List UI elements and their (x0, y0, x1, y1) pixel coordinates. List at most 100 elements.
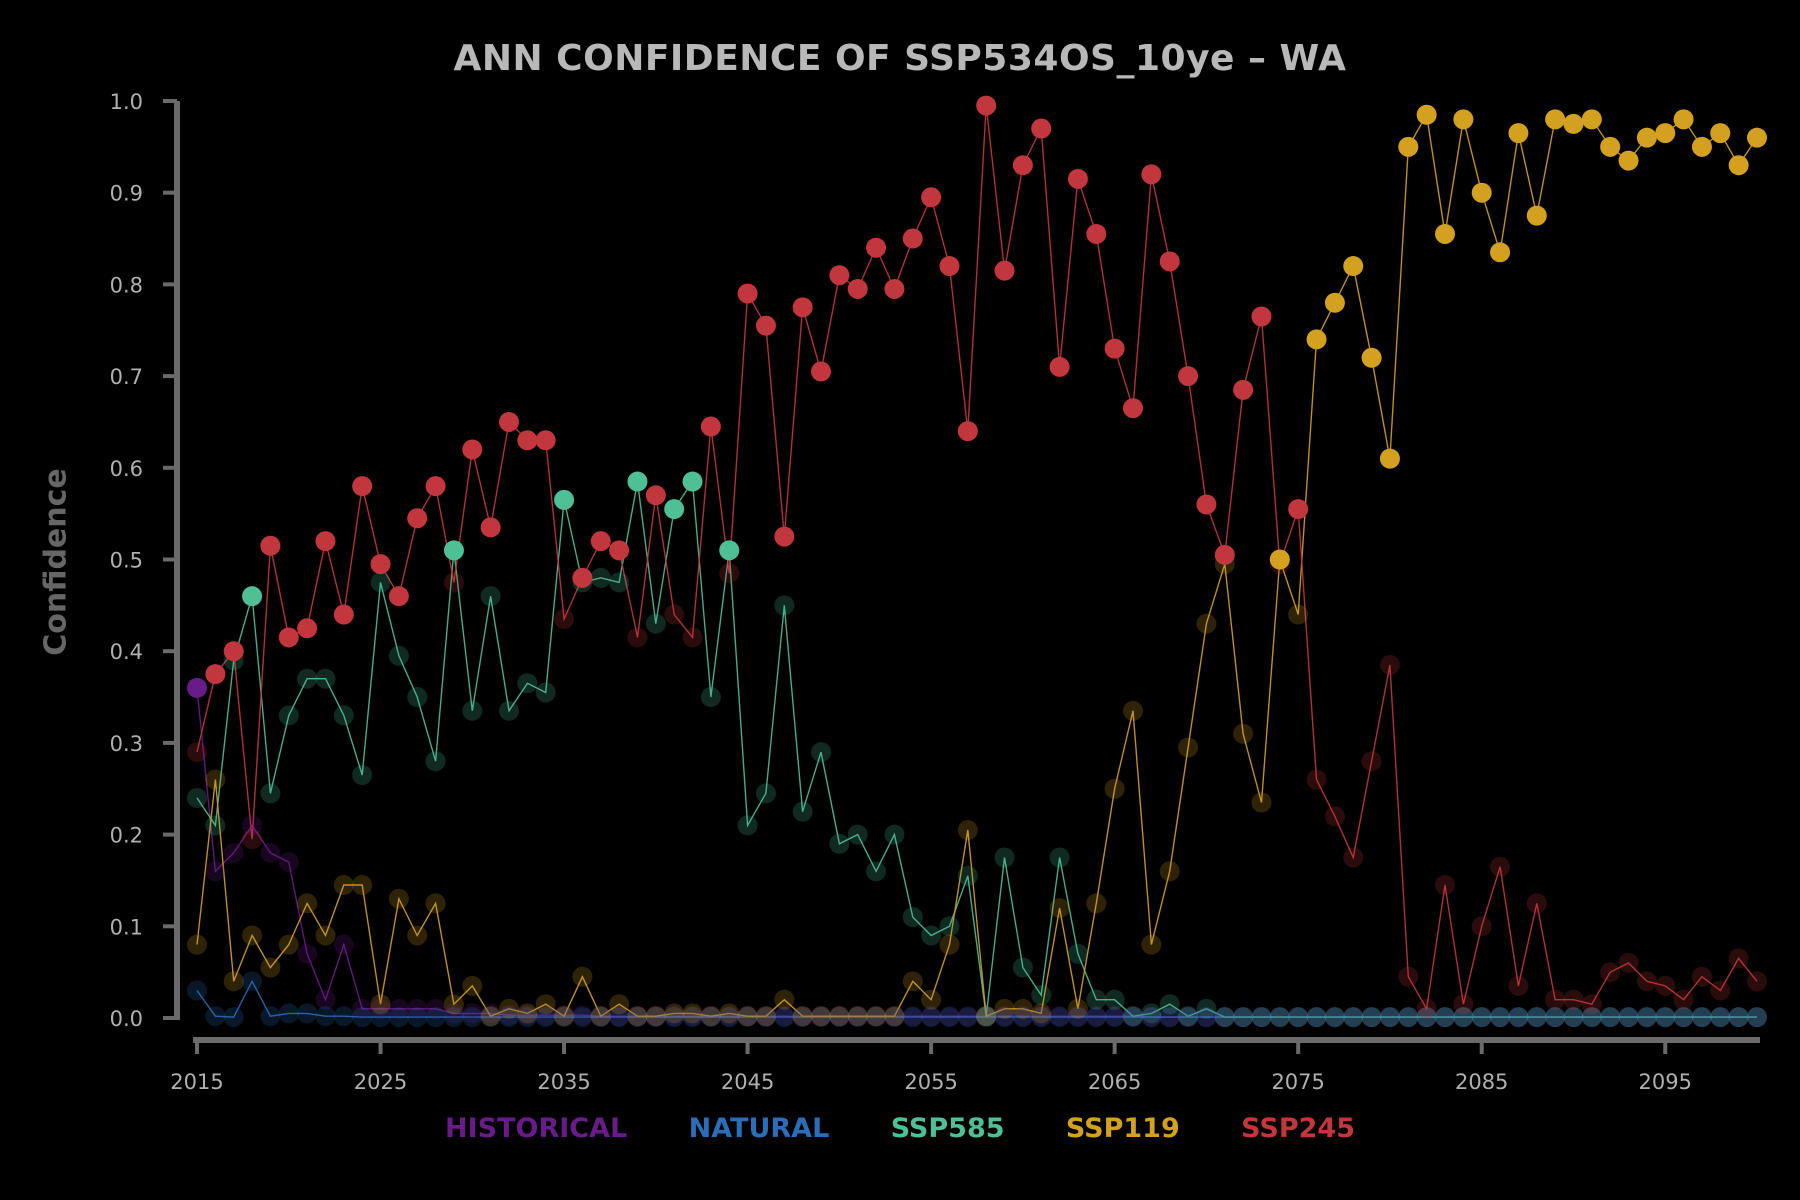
data-point-ssp119 (1710, 123, 1731, 144)
data-point-ssp585 (315, 668, 336, 689)
data-point-ssp585 (884, 824, 905, 845)
data-point-historical (1306, 1007, 1327, 1028)
data-point-ssp119 (1086, 893, 1107, 914)
data-point-natural (866, 1007, 887, 1028)
data-point-ssp585 (1214, 1007, 1235, 1028)
data-point-ssp245 (352, 476, 373, 497)
data-point-ssp245 (829, 265, 850, 286)
y-tick-label: 0.2 (110, 824, 143, 848)
data-point-natural (1490, 1007, 1511, 1028)
data-point-historical (792, 1006, 813, 1027)
data-point-natural (407, 1007, 428, 1028)
data-point-historical (1196, 1007, 1217, 1028)
data-point-ssp585 (554, 489, 575, 510)
data-point-ssp585 (792, 801, 813, 822)
data-point-natural (774, 1007, 795, 1028)
data-point-historical (1655, 1007, 1676, 1028)
data-point-historical (645, 1006, 666, 1027)
data-point-natural (1012, 1007, 1033, 1028)
data-point-ssp245 (554, 609, 575, 630)
data-point-natural (645, 1007, 666, 1028)
data-point-ssp245 (884, 278, 905, 299)
data-point-ssp119 (297, 893, 318, 914)
data-point-ssp585 (939, 916, 960, 937)
data-point-historical (737, 1006, 758, 1027)
data-point-ssp245 (774, 526, 795, 547)
data-point-ssp119 (994, 998, 1015, 1019)
data-point-ssp585 (535, 682, 556, 703)
data-point-ssp585 (1178, 1006, 1199, 1027)
data-point-ssp119 (664, 1003, 685, 1024)
data-point-historical (1398, 1007, 1419, 1028)
data-point-natural (1067, 1007, 1088, 1028)
data-point-ssp585 (1049, 847, 1070, 868)
data-point-ssp119 (1673, 109, 1694, 130)
data-point-historical (1049, 1006, 1070, 1027)
data-point-ssp585 (1655, 1007, 1676, 1028)
data-point-historical (223, 842, 244, 863)
data-point-historical (609, 1006, 630, 1027)
data-point-ssp245 (811, 361, 831, 382)
x-tick-label: 2025 (354, 1070, 407, 1094)
data-point-ssp585 (1104, 989, 1125, 1010)
data-point-historical (352, 998, 373, 1019)
data-point-ssp585 (957, 865, 978, 886)
data-point-ssp119 (1691, 136, 1712, 157)
data-point-ssp119 (1269, 549, 1290, 570)
data-point-natural (700, 1007, 721, 1028)
data-point-ssp245 (755, 315, 776, 336)
data-point-historical (1104, 1006, 1125, 1027)
data-point-natural (1031, 1007, 1052, 1028)
data-point-ssp585 (1398, 1007, 1419, 1028)
data-point-ssp245 (1141, 164, 1162, 185)
data-point-ssp119 (792, 1006, 813, 1027)
data-point-natural (1159, 1007, 1180, 1028)
data-point-ssp585 (333, 705, 354, 726)
data-point-ssp245 (535, 430, 556, 451)
data-point-ssp245 (976, 95, 997, 116)
data-point-natural (1251, 1007, 1272, 1028)
data-point-ssp585 (1233, 1007, 1254, 1028)
data-point-ssp585 (1288, 1007, 1309, 1028)
data-point-historical (774, 1006, 795, 1027)
data-point-ssp119 (1453, 109, 1474, 130)
data-point-historical (499, 1005, 519, 1026)
data-point-ssp119 (517, 1003, 538, 1024)
y-tick-label: 0.8 (110, 273, 143, 297)
data-point-ssp585 (902, 907, 923, 928)
data-point-historical (976, 1006, 997, 1027)
data-point-ssp585 (645, 613, 666, 634)
data-point-ssp585 (1416, 1007, 1437, 1028)
series-line-ssp119 (196, 112, 1758, 1018)
legend-item-ssp119: SSP119 (1065, 1113, 1180, 1144)
data-point-ssp245 (957, 421, 978, 442)
data-point-ssp585 (1710, 1007, 1731, 1028)
data-point-ssp119 (1343, 256, 1364, 277)
y-tick-label: 0.5 (110, 549, 143, 573)
data-point-ssp585 (994, 847, 1015, 868)
data-point-ssp245 (627, 627, 648, 648)
data-point-ssp119 (1655, 123, 1676, 144)
data-point-historical (278, 852, 299, 873)
data-point-ssp119 (1141, 934, 1162, 955)
data-point-historical (425, 998, 446, 1019)
y-tick-label: 0.0 (110, 1007, 143, 1031)
data-point-historical (847, 1006, 868, 1027)
data-point-ssp245 (682, 627, 703, 648)
data-point-ssp119 (1196, 613, 1217, 634)
data-point-ssp119 (535, 994, 556, 1015)
y-tick-label: 0.9 (110, 182, 143, 206)
data-point-ssp119 (1398, 136, 1419, 157)
data-point-ssp119 (737, 1006, 758, 1027)
data-point-historical (1691, 1007, 1712, 1028)
data-point-historical (1178, 1007, 1199, 1028)
data-point-natural (260, 1006, 281, 1027)
data-point-natural (297, 1003, 318, 1024)
data-point-historical (315, 989, 336, 1010)
data-point-natural (682, 1007, 703, 1028)
data-point-ssp119 (719, 1003, 740, 1024)
y-tick-label: 1.0 (110, 90, 143, 114)
data-point-ssp119 (260, 957, 281, 978)
x-tick-label: 2015 (170, 1070, 223, 1094)
